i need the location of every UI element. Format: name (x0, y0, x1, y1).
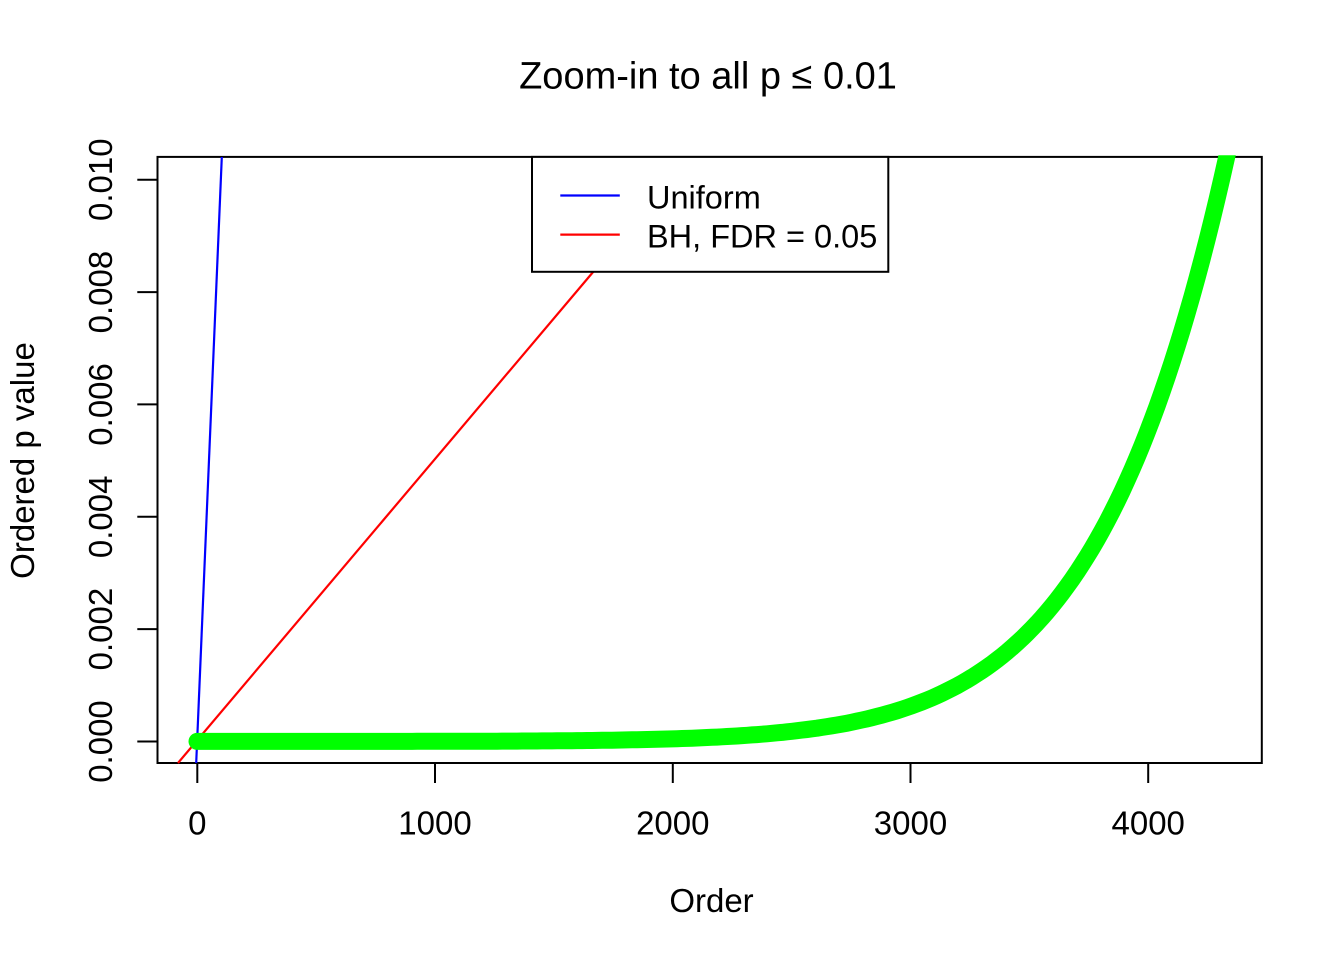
svg-text:3000: 3000 (874, 805, 947, 842)
svg-text:2000: 2000 (636, 805, 709, 842)
svg-text:0.008: 0.008 (82, 251, 119, 334)
svg-text:0.004: 0.004 (82, 476, 119, 559)
svg-text:1000: 1000 (398, 805, 471, 842)
svg-text:0.010: 0.010 (82, 138, 119, 221)
svg-text:4000: 4000 (1111, 805, 1184, 842)
svg-text:BH, FDR = 0.05: BH, FDR = 0.05 (647, 219, 877, 255)
svg-text:0.006: 0.006 (82, 363, 119, 446)
svg-text:0: 0 (188, 805, 206, 842)
svg-text:0.002: 0.002 (82, 588, 119, 671)
svg-text:Order: Order (669, 882, 753, 919)
svg-text:0.000: 0.000 (82, 700, 119, 783)
svg-text:Zoom-in to all p ≤ 0.01: Zoom-in to all p ≤ 0.01 (519, 56, 897, 98)
svg-text:Ordered p value: Ordered p value (4, 342, 41, 579)
svg-text:Uniform: Uniform (647, 180, 761, 216)
